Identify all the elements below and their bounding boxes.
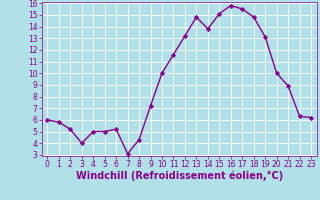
X-axis label: Windchill (Refroidissement éolien,°C): Windchill (Refroidissement éolien,°C) — [76, 171, 283, 181]
